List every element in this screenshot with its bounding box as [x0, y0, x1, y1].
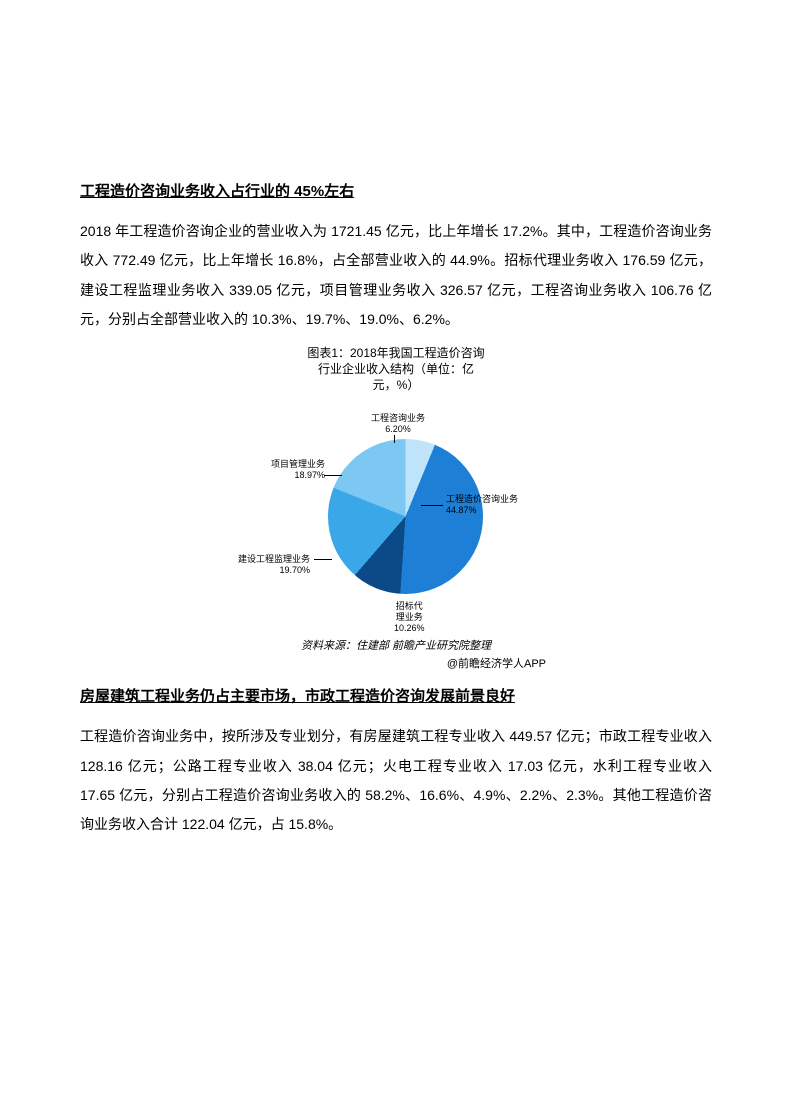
slice-label-pm: 项目管理业务18.97% [271, 459, 325, 481]
leader-line [421, 505, 443, 506]
chart-source: 资料来源：住建部 前瞻产业研究院整理 [216, 637, 576, 653]
pie-chart-figure: 图表1：2018年我国工程造价咨询 行业企业收入结构（单位：亿 元，%） 工程造… [216, 345, 576, 672]
section2-heading: 房屋建筑工程业务仍占主要市场，市政工程造价咨询发展前景良好 [80, 685, 712, 706]
slice-label-engconsult: 工程咨询业务6.20% [371, 413, 425, 435]
leader-line [324, 475, 342, 476]
section1-heading: 工程造价咨询业务收入占行业的 45%左右 [80, 180, 712, 201]
leader-line [394, 435, 395, 443]
chart-title: 图表1：2018年我国工程造价咨询 行业企业收入结构（单位：亿 元，%） [216, 345, 576, 394]
pie-chart: 工程造价咨询业务44.87% 招标代理业务10.26% 建设工程监理业务19.7… [236, 399, 556, 629]
chart-title-line2: 行业企业收入结构（单位：亿 [318, 362, 474, 376]
section-2: 房屋建筑工程业务仍占主要市场，市政工程造价咨询发展前景良好 工程造价咨询业务中，… [80, 685, 712, 840]
slice-label-supervision: 建设工程监理业务19.70% [238, 554, 310, 576]
slice-label-bidding: 招标代理业务10.26% [394, 601, 425, 633]
slice-label-costconsult: 工程造价咨询业务44.87% [446, 494, 518, 516]
section1-paragraph: 2018 年工程造价咨询企业的营业收入为 1721.45 亿元，比上年增长 17… [80, 217, 712, 335]
leader-line [314, 559, 332, 560]
pie-disc [328, 439, 483, 594]
section2-paragraph: 工程造价咨询业务中，按所涉及专业划分，有房屋建筑工程专业收入 449.57 亿元… [80, 722, 712, 840]
chart-title-line3: 元，%） [373, 378, 420, 392]
chart-app-credit: @前瞻经济学人APP [216, 655, 576, 671]
section-1: 工程造价咨询业务收入占行业的 45%左右 2018 年工程造价咨询企业的营业收入… [80, 180, 712, 335]
chart-title-line1: 图表1：2018年我国工程造价咨询 [307, 346, 484, 360]
